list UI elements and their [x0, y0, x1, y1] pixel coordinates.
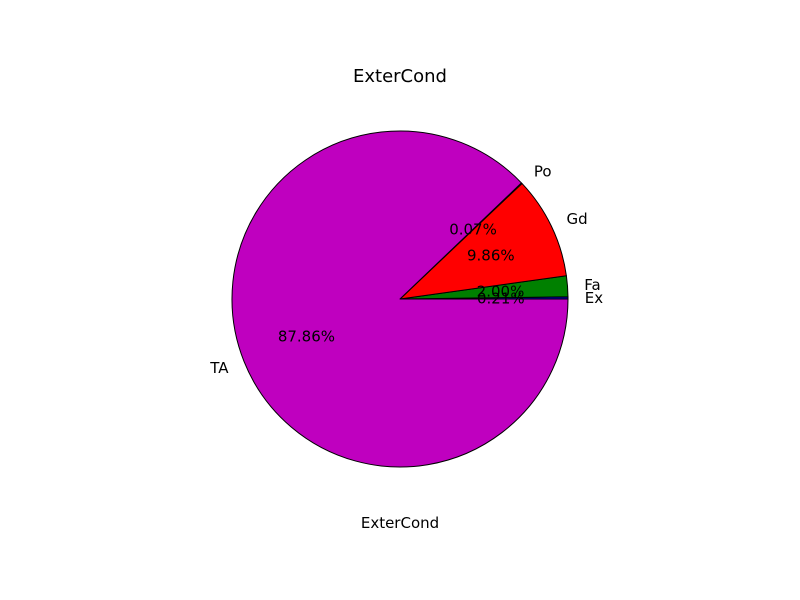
slice-label-ta: TA	[209, 359, 229, 377]
slice-percent-gd: 9.86%	[467, 246, 515, 264]
slice-label-fa: Fa	[584, 276, 600, 294]
pie-slices	[231, 130, 569, 468]
slice-label-po: Po	[534, 163, 552, 181]
slice-percent-ex: 0.21%	[477, 289, 525, 307]
chart-title: ExterCond	[353, 66, 447, 87]
slice-percent-ta: 87.86%	[278, 328, 335, 346]
slice-percent-po: 0.07%	[449, 221, 497, 239]
pie-slice-gd	[399, 182, 567, 300]
slice-label-gd: Gd	[567, 210, 588, 228]
slice-label-ex: Ex	[585, 289, 603, 307]
x-axis-label: ExterCond	[361, 514, 439, 532]
slice-percent-fa: 2.00%	[477, 282, 525, 300]
pie-labels: Ex 0.21% Fa 2.00% Gd 9.86% Po 0.07% TA 87.86%	[209, 163, 603, 377]
pie-slice-ta	[231, 130, 569, 468]
